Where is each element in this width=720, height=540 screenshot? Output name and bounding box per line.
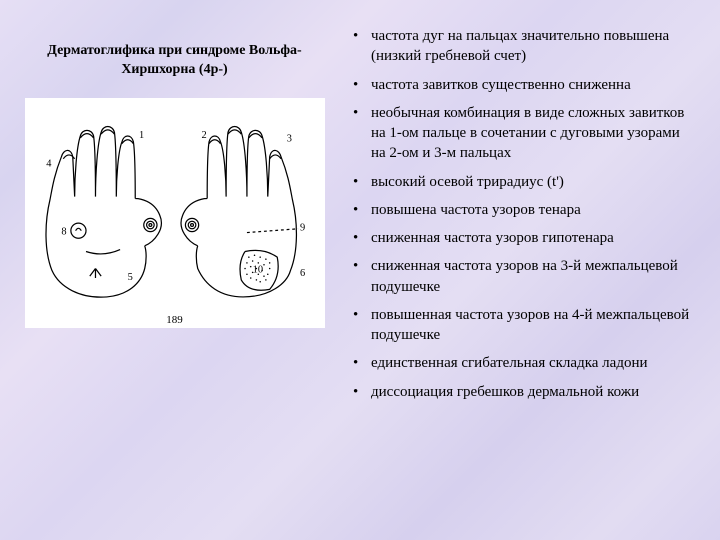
list-item: частота дуг на пальцах значительно повыш… — [349, 26, 698, 67]
slide-root: Дерматоглифика при синдроме Вольфа-Хиршх… — [0, 0, 720, 540]
list-item: повышенная частота узоров на 4-й межпаль… — [349, 305, 698, 346]
left-column: Дерматоглифика при синдроме Вольфа-Хиршх… — [0, 0, 345, 540]
figure-page-number: 189 — [25, 314, 325, 326]
list-item: сниженная частота узоров на 3-й межпальц… — [349, 256, 698, 297]
slide-title: Дерматоглифика при синдроме Вольфа-Хиршх… — [15, 42, 335, 80]
list-item: высокий осевой трирадиус (t') — [349, 172, 698, 192]
figure-label: 6 — [299, 268, 304, 279]
hands-svg: 1 2 3 4 5 6 8 9 10 — [33, 104, 317, 328]
list-item: повышена частота узоров тенара — [349, 200, 698, 220]
figure-label: 9 — [299, 222, 304, 233]
list-item: частота завитков существенно сниженна — [349, 75, 698, 95]
figure-label: 3 — [286, 133, 291, 144]
thumb-whorl-icon — [143, 218, 156, 231]
figure-label: 5 — [127, 272, 132, 283]
figure-labels: 1 2 3 4 5 6 8 9 10 — [46, 130, 305, 283]
figure-label: 1 — [139, 130, 144, 141]
list-item: необычная комбинация в виде сложных зави… — [349, 103, 698, 164]
left-hand-outline — [45, 126, 160, 297]
figure-label: 10 — [252, 264, 262, 275]
triradius-icon — [89, 268, 100, 277]
flexion-crease-icon — [86, 249, 120, 253]
figure-label: 8 — [61, 226, 66, 237]
right-hand-outline — [181, 126, 296, 296]
hands-figure: 1 2 3 4 5 6 8 9 10 189 — [25, 98, 325, 328]
right-column: частота дуг на пальцах значительно повыш… — [345, 0, 720, 540]
thenar-pattern-icon — [70, 223, 85, 238]
list-item: диссоциация гребешков дермальной кожи — [349, 382, 698, 402]
dashed-line-icon — [246, 229, 297, 233]
list-item: единственная сгибательная складка ладони — [349, 353, 698, 373]
bullet-list: частота дуг на пальцах значительно повыш… — [349, 26, 698, 402]
figure-label: 4 — [46, 158, 52, 169]
figure-label: 2 — [201, 130, 206, 141]
list-item: сниженная частота узоров гипотенара — [349, 228, 698, 248]
